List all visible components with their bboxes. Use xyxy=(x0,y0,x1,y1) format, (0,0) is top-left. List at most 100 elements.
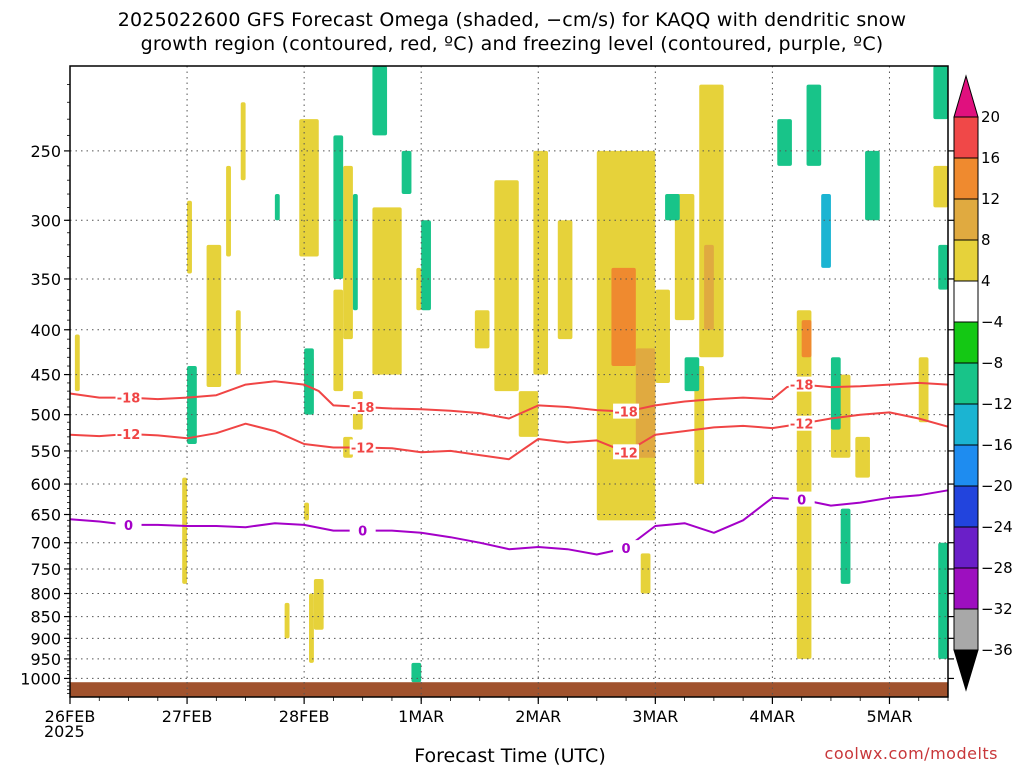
colorbar-top-arrow xyxy=(953,74,979,118)
omega-region-45 xyxy=(421,220,431,311)
colorbar-bin xyxy=(953,403,979,446)
omega-region-31 xyxy=(855,436,870,478)
y-tick-label: 300 xyxy=(30,211,61,230)
colorbar-bin xyxy=(953,362,979,405)
x-tick-label: 28FEB xyxy=(279,707,330,726)
x-tick-label: 2MAR xyxy=(515,707,561,726)
omega-region-39 xyxy=(274,194,280,221)
omega-region-55 xyxy=(865,150,880,221)
contour-label-bg xyxy=(349,522,376,538)
omega-region-25 xyxy=(704,244,714,330)
x-tick-label: 4MAR xyxy=(749,707,795,726)
contour-label-bg xyxy=(788,491,815,507)
omega-region-2 xyxy=(206,244,222,388)
omega-region-37 xyxy=(309,593,314,663)
omega-region-14 xyxy=(474,310,490,349)
omega-region-58 xyxy=(938,542,948,659)
contour-label--12: -12 xyxy=(614,446,638,461)
x-tick-label: 27FEB xyxy=(162,707,213,726)
y-tick-label: 600 xyxy=(30,475,61,494)
omega-region-33 xyxy=(933,165,948,208)
omega-region-20 xyxy=(611,267,636,367)
colorbar-bin xyxy=(953,485,979,528)
omega-region-16 xyxy=(518,391,539,437)
omega-region-32 xyxy=(918,357,929,423)
omega-region-8 xyxy=(333,289,344,392)
omega-region-0 xyxy=(74,334,80,392)
colorbar-label: −32 xyxy=(981,600,1013,618)
omega-region-36 xyxy=(284,602,290,639)
colorbar-bin xyxy=(953,321,979,364)
omega-region-12 xyxy=(372,207,402,375)
omega-region-27 xyxy=(640,553,651,594)
contour-label-bg xyxy=(613,540,640,556)
omega-region-9 xyxy=(343,165,353,340)
contour-label-bg xyxy=(788,415,815,431)
contour-label--18: -18 xyxy=(614,406,638,421)
contour-label--12: -12 xyxy=(351,441,375,456)
omega-region-3 xyxy=(226,165,231,257)
colorbar-label: 16 xyxy=(981,149,1000,167)
x-tick-label: 26FEB xyxy=(45,707,96,726)
colorbar-label: −24 xyxy=(981,518,1013,536)
x-tick-label: 1MAR xyxy=(398,707,444,726)
contour-label-bg xyxy=(349,439,376,455)
colorbar-bottom-arrow xyxy=(953,649,979,692)
x-tick-label: 3MAR xyxy=(632,707,678,726)
omega-region-44 xyxy=(401,150,412,195)
omega-region-6 xyxy=(299,119,319,257)
y-tick-label: 950 xyxy=(30,650,61,669)
omega-region-47 xyxy=(187,366,197,444)
y-tick-label: 1000 xyxy=(20,669,61,688)
omega-region-46 xyxy=(411,662,422,683)
colorbar-label: −16 xyxy=(981,436,1013,454)
omega-region-51 xyxy=(806,84,822,166)
contour-label-bg xyxy=(349,398,376,414)
contour-label-bg xyxy=(613,444,640,460)
chart-title-line-1: 2025022600 GFS Forecast Omega (shaded, −… xyxy=(117,9,907,31)
contour-label-0: 0 xyxy=(622,542,631,557)
contour-label-bg xyxy=(788,376,815,392)
y-tick-label: 900 xyxy=(30,629,61,648)
colorbar-bin xyxy=(953,444,979,487)
omega-region-15 xyxy=(494,180,519,392)
contour-label-bg xyxy=(613,403,640,419)
omega-region-29 xyxy=(801,320,812,358)
contour-label-0: 0 xyxy=(358,525,367,540)
omega-region-17 xyxy=(533,150,549,375)
omega-region-1 xyxy=(187,200,192,274)
omega-region-38 xyxy=(313,578,324,630)
colorbar-label: 8 xyxy=(981,231,991,249)
x-tick-label: 5MAR xyxy=(866,707,912,726)
colorbar-bin xyxy=(953,116,979,159)
credit-text: coolwx.com/modelts xyxy=(824,744,998,763)
colorbar-label: −12 xyxy=(981,395,1013,413)
colorbar-label: −4 xyxy=(981,313,1003,331)
contour-label--12: -12 xyxy=(117,428,141,443)
omega-region-26 xyxy=(694,366,705,485)
x-axis-year-label: 2025 xyxy=(44,722,85,741)
x-axis-title: Forecast Time (UTC) xyxy=(414,745,606,767)
omega-region-5 xyxy=(240,102,246,181)
contour-line-0 xyxy=(69,489,949,556)
y-tick-label: 500 xyxy=(30,406,61,425)
omega-region-40 xyxy=(304,348,314,415)
y-tick-label: 800 xyxy=(30,585,61,604)
omega-region-49 xyxy=(665,194,680,221)
y-tick-label: 450 xyxy=(30,366,61,385)
colorbar-label: −36 xyxy=(981,641,1013,659)
surface-band xyxy=(70,682,948,697)
y-tick-label: 250 xyxy=(30,142,61,161)
colorbar-label: 4 xyxy=(981,272,991,290)
omega-region-52 xyxy=(821,194,831,268)
omega-region-50 xyxy=(777,119,792,166)
contour-label-0: 0 xyxy=(797,494,806,509)
chart-title-line-2: growth region (contoured, red, ºC) and f… xyxy=(140,33,884,55)
contour-label--18: -18 xyxy=(351,401,375,416)
omega-region-35 xyxy=(304,502,310,521)
omega-region-34 xyxy=(182,477,188,584)
colorbar-label: −28 xyxy=(981,559,1013,577)
omega-region-57 xyxy=(938,244,948,290)
omega-region-53 xyxy=(830,357,841,430)
